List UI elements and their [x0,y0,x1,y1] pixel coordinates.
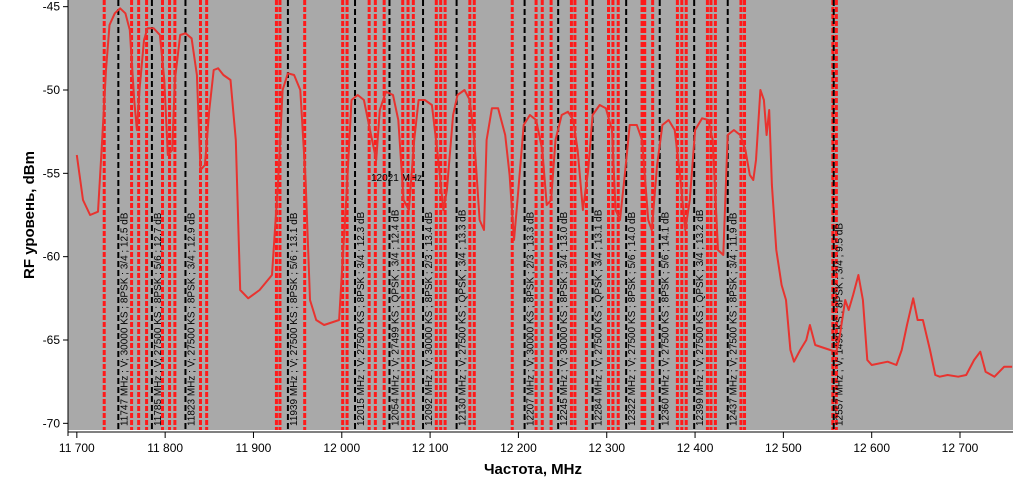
transponder-label: 12284 MHz ; V; 27500 KS ; QPSK ; 3/4 ; 1… [594,209,605,426]
transponder-label: 12322 MHz ; V; 27500 KS ; 8PSK ; 5/6 ; 1… [627,211,638,426]
x-tick-label: 12 000 [323,441,360,455]
transponder-label: 12130 MHz ; V; 27500 KS ; QPSK ; 3/4 ; 1… [458,209,469,426]
transponder-label: 11785 MHz ; V; 27500 KS ; 8PSK ; 5/6 ; 1… [153,212,164,426]
y-tick-label: -45 [43,0,61,14]
transponder-label: 11747 MHz ; V; 30000 KS ; 8PSK ; 3/4 ; 1… [119,212,130,426]
annotation: 12021 MHz [371,173,422,184]
y-tick-label: -55 [43,166,61,180]
x-tick-label: 12 100 [412,441,449,455]
y-tick-label: -65 [43,333,61,347]
transponder-label: 12360 MHz ; V; 27500 KS ; 8PSK ; 5/6 ; 1… [661,211,672,426]
transponder-label: 12557 MHz ; V; 1499 KS ; 8PSK ; 3/4 ; 9.… [835,223,846,426]
transponder-label: 12054 MHz ; V; 27499 KS ; QPSK ; 3/4 ; 1… [390,209,401,426]
x-tick-label: 11 700 [59,441,95,455]
y-axis-title: RF уровень, dBm [21,151,38,279]
x-tick-label: 12 500 [765,441,802,455]
x-axis-title: Частота, MHz [484,461,582,478]
transponder-label: 12437 MHz ; V; 27500 KS ; 8PSK ; 3/4 ; 1… [729,212,740,426]
x-tick-label: 11 800 [147,441,183,455]
transponder-label: 12399 MHz ; V; 27500 KS ; QPSK ; 3/4 ; 1… [695,209,706,426]
transponder-label: 11939 MHz ; V; 27500 KS ; 8PSK ; 5/6 ; 1… [289,212,300,426]
y-tick-label: -50 [43,83,61,97]
x-tick-label: 12 700 [942,441,979,455]
x-tick-label: 12 600 [853,441,890,455]
spectrum-line [75,7,1013,378]
transponder-label: 12092 MHz ; V; 30000 KS ; 8PSK ; 2/3 ; 1… [424,211,435,426]
plot-area [68,0,1013,430]
x-tick-label: 12 400 [677,441,714,455]
y-tick-label: -70 [43,416,61,430]
x-tick-label: 12 300 [588,441,625,455]
x-tick-label: 11 900 [236,441,272,455]
transponder-label: 11823 MHz ; V; 27500 KS ; 8PSK ; 3/4 ; 1… [186,212,197,426]
transponder-label: 12245 MHz ; V; 30000 KS ; 8PSK ; 3/4 ; 1… [559,211,570,426]
transponder-label: 12207 MHz ; V; 30000 KS ; 8PSK ; 2/3 ; 1… [526,211,537,426]
transponder-label: 12015 MHz ; V; 27500 KS ; 8PSK ; 3/4 ; 1… [356,211,367,426]
y-tick-label: -60 [43,250,61,264]
x-tick-label: 12 200 [500,441,537,455]
